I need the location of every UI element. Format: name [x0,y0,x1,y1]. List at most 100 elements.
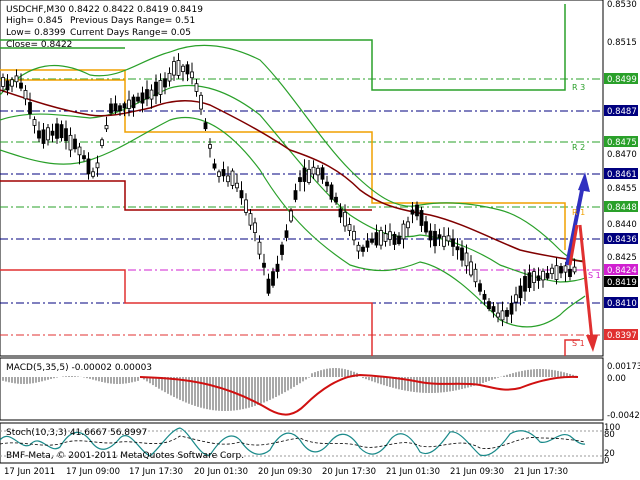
price-level-box [604,297,638,308]
candle-body [469,261,473,276]
candle-body [478,283,482,292]
candle-body [401,223,406,240]
candle-body [19,82,23,89]
candle-body [10,79,14,87]
candle-body [316,167,320,176]
candle-body [199,94,203,110]
candle-body [289,210,293,222]
stoch-label: Stoch(10,3,3) 41.6667 56.8997 [6,428,147,438]
candle-body [5,80,10,91]
price-level-box [604,105,638,116]
sr-label: R 1 [572,208,585,217]
low-label: Low= 0.8399 [6,28,66,38]
sr-label: R 3 [572,83,585,92]
price-tick: 0.8440 [607,220,637,230]
candle-body [77,146,82,156]
price-level-label: 0.8461 [607,170,637,180]
candle-body [482,293,487,300]
moving-average-line [0,89,586,263]
candle-body [572,266,577,273]
candle-body [185,64,190,75]
candle-body [163,78,167,88]
candlestick-series [1,53,577,327]
candle-body [383,233,388,242]
candle-body [397,235,401,245]
chart-info: USDCHF,M30 0.8422 0.8422 0.8419 0.8419 H… [6,5,203,50]
candle-body [1,77,5,87]
candle-body [95,162,100,169]
candle-body [505,310,509,317]
candle-body [334,196,338,203]
down-arrow-icon [586,335,598,352]
candle-body [239,190,244,199]
candle-body [253,222,257,233]
price-level-label: 0.8499 [607,75,637,85]
candle-body [149,89,154,100]
candle-body [406,221,410,229]
candle-body [451,238,455,247]
candle-body [352,230,356,241]
candle-body [500,310,505,321]
candle-body [464,252,469,267]
candle-body [226,175,230,183]
forecast-arrows [565,172,598,352]
candle-body [41,129,46,144]
candle-body [176,60,181,76]
candle-body [55,123,59,139]
price-level-label: 0.8475 [607,138,637,148]
price-level-box [604,136,638,147]
candle-body [73,138,77,150]
candle-body [392,233,397,245]
candle-body [455,246,460,251]
macd-histogram [2,368,577,411]
candle-body [410,209,415,215]
price-level-label: 0.8410 [607,299,637,309]
time-axis: 17 Jun 2011 17 Jun 09:00 17 Jun 17:30 20… [4,467,568,477]
candle-body [28,102,32,114]
candle-body [172,61,176,76]
candle-body [379,230,383,246]
stoch-axis-tick: 20 [604,449,615,459]
price-tick: 0.8470 [607,150,637,160]
candle-body [320,167,325,180]
candle-body [460,247,464,261]
price-level-label: 0.8448 [607,203,637,213]
macd-axis-tick: 0.00 [607,374,626,384]
price-tick: 0.8455 [607,184,637,194]
time-tick: 20 Jun 01:30 [194,467,248,477]
candle-body [91,171,95,177]
candle-body [113,103,118,112]
macd-signal-line [139,373,579,416]
candle-body [266,278,271,294]
candle-body [50,130,55,136]
candle-body [230,170,235,186]
stoch-signal-line [0,435,586,449]
candle-body [136,96,140,102]
candle-body [118,105,122,112]
candle-body [181,65,185,72]
candle-body [280,244,284,255]
candle-body [487,301,491,310]
candle-body [568,268,572,277]
candle-body [428,230,433,241]
candle-body [32,119,37,126]
candle-body [203,122,208,130]
candle-body [514,294,518,303]
candle-body [262,262,266,268]
candle-body [365,240,370,248]
candle-body [122,103,127,109]
stoch-axis-tick: 100 [604,423,620,433]
candle-body [100,139,104,146]
price-tick: 0.8425 [607,253,637,263]
stoch-axis-tick: 0 [604,456,609,466]
candle-body [82,155,86,160]
candle-body [559,266,563,274]
candle-body [307,168,311,183]
candle-body [302,167,307,182]
candle-body [554,265,559,280]
candle-body [388,231,392,240]
candle-body [536,275,541,281]
time-tick: 21 Jun 01:30 [386,467,440,477]
